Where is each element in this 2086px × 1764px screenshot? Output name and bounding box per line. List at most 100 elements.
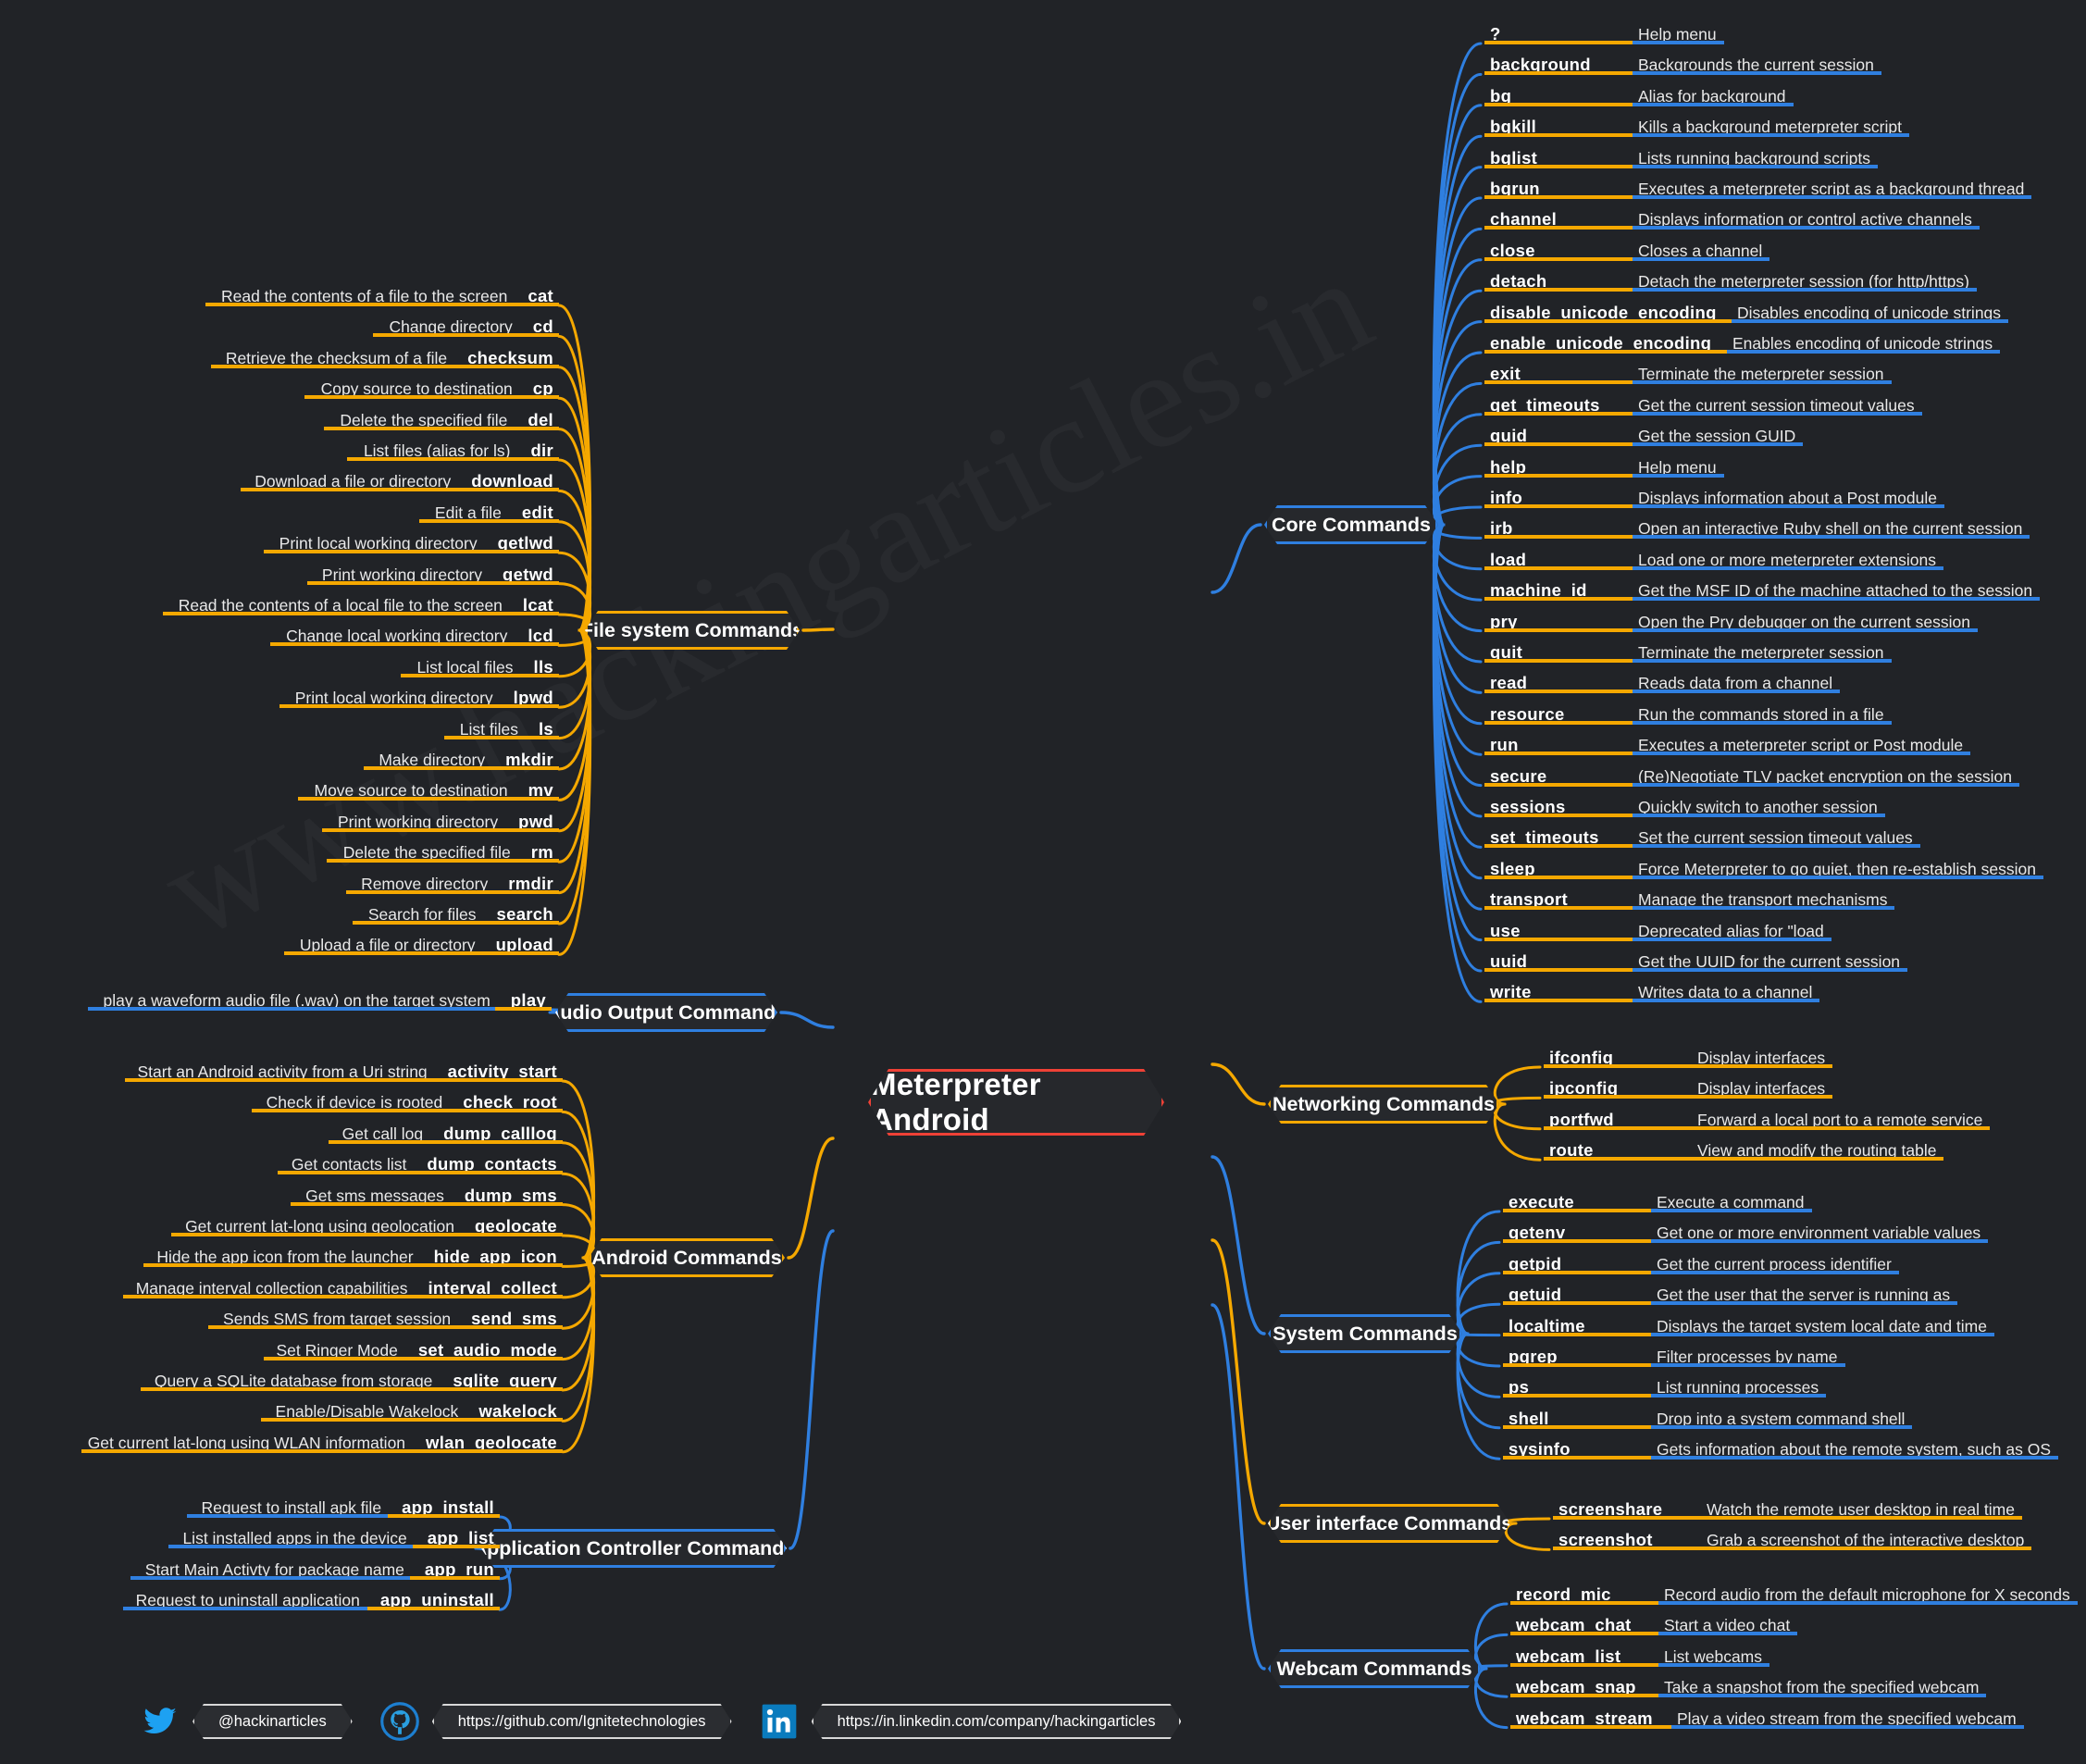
leaf-row[interactable]: Delete the specified file del [324, 399, 559, 430]
leaf-row[interactable]: List files (alias for ls) dir [347, 429, 559, 461]
leaf-row[interactable]: read Reads data from a channel [1484, 662, 1840, 694]
leaf-row[interactable]: Hide the app icon from the launcher hide_… [143, 1236, 563, 1268]
leaf-row[interactable]: write Writes data to a channel [1484, 971, 1819, 1003]
leaf-row[interactable]: enable_unicode_encoding Enables encoding … [1484, 322, 2000, 354]
category-node-user-interface[interactable]: User interface Commands [1268, 1504, 1510, 1543]
leaf-row[interactable]: Get sms messages dump_sms [291, 1174, 563, 1206]
leaf-row[interactable]: record_mic Record audio from the default … [1510, 1573, 2078, 1605]
leaf-row[interactable]: getuid Get the user that the server is ru… [1503, 1273, 1957, 1306]
leaf-row[interactable]: Set Ringer Mode set_audio_mode [264, 1329, 563, 1360]
leaf-row[interactable]: Delete the specified file rm [327, 831, 559, 863]
leaf-row[interactable]: webcam_chat Start a video chat [1510, 1604, 1797, 1636]
leaf-row[interactable]: List files ls [444, 708, 559, 739]
category-node-file-system[interactable]: File system Commands [585, 611, 800, 650]
leaf-row[interactable]: List local files lls [401, 646, 559, 677]
leaf-row[interactable]: ps List running processes [1503, 1366, 1826, 1398]
leaf-row[interactable]: webcam_snap Take a snapshot from the spec… [1510, 1666, 1986, 1698]
leaf-row[interactable]: Print local working directory lpwd [279, 677, 559, 709]
leaf-row[interactable]: Print working directory getwd [307, 553, 559, 585]
leaf-row[interactable]: Change directory cd [373, 305, 559, 338]
category-node-android[interactable]: Android Commands [589, 1238, 785, 1277]
footer-twitter-handle[interactable]: @hackinarticles [192, 1704, 353, 1739]
leaf-row[interactable]: sleep Force Meterpreter to go quiet, then… [1484, 848, 2043, 879]
leaf-row[interactable]: channel Displays information or control a… [1484, 198, 1980, 230]
leaf-row[interactable]: Sends SMS from target session send_sms [208, 1298, 563, 1330]
leaf-row[interactable]: Download a file or directory download [241, 460, 559, 492]
leaf-row[interactable]: info Displays information about a Post mo… [1484, 477, 1944, 508]
leaf-row[interactable]: Change local working directory lcd [270, 615, 559, 647]
leaf-row[interactable]: webcam_stream Play a video stream from th… [1510, 1697, 2024, 1729]
leaf-row[interactable]: Print working directory pwd [322, 801, 559, 832]
leaf-row[interactable]: guid Get the session GUID [1484, 415, 1803, 447]
leaf-row[interactable]: webcam_list List webcams [1510, 1635, 1769, 1667]
footer-linkedin-url[interactable]: https://in.linkedin.com/company/hackinga… [812, 1704, 1182, 1739]
leaf-row[interactable]: resource Run the commands stored in a fil… [1484, 693, 1892, 725]
leaf-row[interactable]: Edit a file edit [419, 491, 559, 523]
leaf-row[interactable]: run Executes a meterpreter script or Post… [1484, 724, 1970, 756]
leaf-row[interactable]: localtime Displays the target system loca… [1503, 1305, 1994, 1336]
leaf-row[interactable]: Get current lat-long using WLAN informat… [81, 1422, 563, 1453]
leaf-row[interactable]: Print local working directory getlwd [264, 522, 559, 554]
leaf-row[interactable]: Request to install apk file app_install [187, 1486, 500, 1518]
leaf-row[interactable]: sysinfo Gets information about the remote… [1503, 1428, 2058, 1460]
leaf-row[interactable]: bg Alias for background [1484, 75, 1794, 106]
leaf-row[interactable]: Read the contents of a file to the scree… [205, 275, 559, 306]
leaf-row[interactable]: help Help menu [1484, 446, 1724, 478]
center-node[interactable]: Meterpreter Android [868, 1069, 1164, 1136]
leaf-row[interactable]: use Deprecated alias for "load [1484, 910, 1831, 941]
leaf-row[interactable]: Get contacts list dump_contacts [278, 1143, 563, 1175]
leaf-row[interactable]: machine_id Get the MSF ID of the machine … [1484, 569, 2040, 602]
leaf-row[interactable]: screenshare Watch the remote user desktop… [1553, 1488, 2022, 1520]
leaf-row[interactable]: Remove directory rmdir [346, 863, 559, 894]
leaf-row[interactable]: bglist Lists running background scripts [1484, 137, 1878, 168]
leaf-row[interactable]: transport Manage the transport mechanisms [1484, 878, 1894, 911]
leaf-row[interactable]: exit Terminate the meterpreter session [1484, 353, 1892, 385]
leaf-row[interactable]: sessions Quickly switch to another sessio… [1484, 786, 1885, 817]
leaf-row[interactable]: Copy source to destination cp [304, 367, 559, 400]
leaf-row[interactable]: Start Main Activty for package name app_r… [130, 1548, 500, 1580]
category-node-audio-output[interactable]: Audio Output Commands [555, 993, 777, 1032]
leaf-row[interactable]: bgrun Executes a meterpreter script as a … [1484, 168, 2031, 199]
leaf-row[interactable]: ? Help menu [1484, 13, 1724, 44]
category-node-networking[interactable]: Networking Commands [1268, 1085, 1499, 1124]
leaf-row[interactable]: route View and modify the routing table [1544, 1129, 1943, 1162]
leaf-row[interactable]: background Backgrounds the current sessio… [1484, 43, 1881, 76]
leaf-row[interactable]: Enable/Disable Wakelock wakelock [261, 1390, 563, 1422]
leaf-row[interactable]: ifconfig Display interfaces [1544, 1037, 1832, 1068]
leaf-row[interactable]: Make directory mkdir [364, 739, 559, 770]
leaf-row[interactable]: load Load one or more meterpreter extensi… [1484, 539, 1943, 570]
leaf-row[interactable]: ipconfig Display interfaces [1544, 1067, 1832, 1099]
category-node-core[interactable]: Core Commands [1264, 505, 1438, 544]
leaf-row[interactable]: getpid Get the current process identifier [1503, 1243, 1899, 1274]
leaf-row[interactable]: Upload a file or directory upload [284, 924, 559, 956]
leaf-row[interactable]: Check if device is rooted check_root [252, 1081, 563, 1113]
leaf-row[interactable]: Move source to destination mv [298, 769, 559, 801]
leaf-row[interactable]: quit Terminate the meterpreter session [1484, 631, 1892, 663]
category-node-application-controller[interactable]: Application Controller Commands [481, 1529, 787, 1568]
leaf-row[interactable]: secure (Re)Negotiate TLV packet encryptio… [1484, 755, 2019, 787]
leaf-row[interactable]: play a waveform audio file (.wav) on the… [88, 979, 552, 1011]
footer-item-linkedin[interactable]: https://in.linkedin.com/company/hackinga… [758, 1701, 1182, 1742]
leaf-row[interactable]: screenshot Grab a screenshot of the inter… [1553, 1519, 2031, 1551]
leaf-row[interactable]: portfwd Forward a local port to a remote … [1544, 1099, 1990, 1130]
leaf-row[interactable]: Get call log dump_calllog [329, 1112, 563, 1144]
leaf-row[interactable]: uuid Get the UUID for the current session [1484, 940, 1907, 972]
footer-item-twitter[interactable]: @hackinarticles [139, 1701, 353, 1742]
leaf-row[interactable]: get_timeouts Get the current session time… [1484, 384, 1922, 416]
leaf-row[interactable]: Search for files search [353, 893, 559, 925]
leaf-row[interactable]: set_timeouts Set the current session time… [1484, 816, 1920, 849]
leaf-row[interactable]: Get current lat-long using geolocation ge… [171, 1205, 563, 1236]
leaf-row[interactable]: close Closes a channel [1484, 230, 1769, 261]
leaf-row[interactable]: Read the contents of a local file to the… [163, 584, 559, 615]
category-node-webcam[interactable]: Webcam Commands [1268, 1649, 1481, 1688]
leaf-row[interactable]: irb Open an interactive Ruby shell on the… [1484, 507, 2030, 540]
leaf-row[interactable]: getenv Get one or more environment variab… [1503, 1211, 1988, 1244]
leaf-row[interactable]: detach Detach the meterpreter session (fo… [1484, 260, 1977, 292]
leaf-row[interactable]: Start an Android activity from a Uri str… [125, 1050, 563, 1082]
leaf-row[interactable]: Query a SQLite database from storage sqli… [141, 1360, 563, 1391]
footer-item-github[interactable]: https://github.com/Ignitetechnologies [379, 1701, 732, 1742]
leaf-row[interactable]: disable_unicode_encoding Disables encodin… [1484, 292, 2008, 323]
leaf-row[interactable]: Retrieve the checksum of a file checksum [211, 337, 559, 368]
footer-github-url[interactable]: https://github.com/Ignitetechnologies [432, 1704, 732, 1739]
leaf-row[interactable]: pgrep Filter processes by name [1503, 1335, 1845, 1367]
